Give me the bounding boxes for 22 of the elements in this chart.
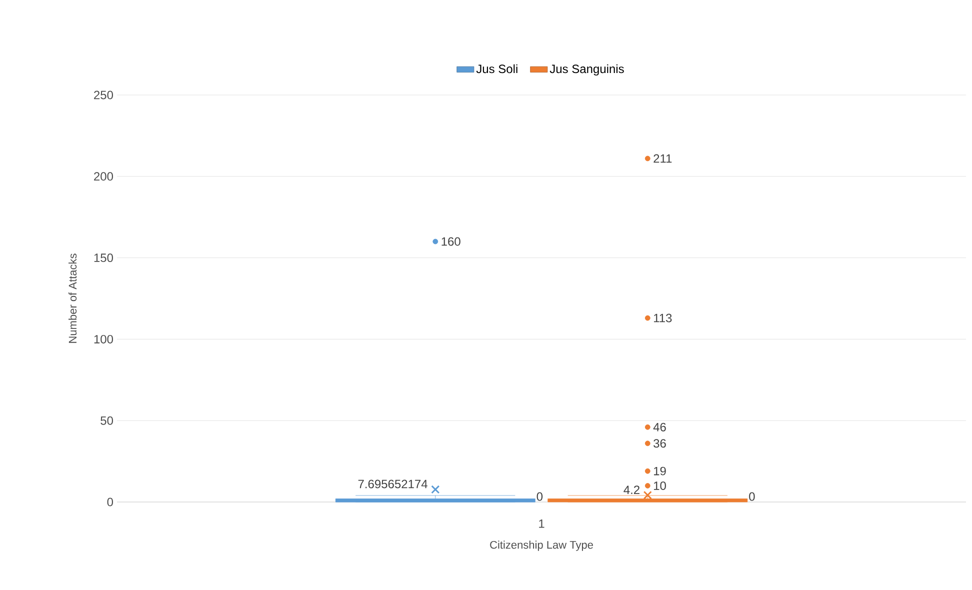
x-axis-title: Citizenship Law Type bbox=[490, 540, 593, 551]
annotation: 10 bbox=[654, 481, 666, 490]
y-tick-label: 150 bbox=[94, 254, 114, 262]
y-tick-label: 0 bbox=[107, 498, 114, 506]
x-tick-label: 1 bbox=[539, 520, 544, 528]
y-axis-title: Number of Attacks bbox=[68, 254, 77, 343]
legend-label: Jus Sanguinis bbox=[550, 64, 624, 76]
annotation: 36 bbox=[654, 439, 666, 448]
legend-label: Jus Soli bbox=[476, 64, 518, 74]
y-tick-label: 200 bbox=[94, 172, 114, 181]
y-tick-label: 50 bbox=[100, 416, 114, 425]
annotation: 0 bbox=[536, 492, 543, 501]
annotation: 160 bbox=[442, 237, 460, 246]
annotation: 211 bbox=[654, 154, 672, 163]
annotation: 7.695652174 bbox=[358, 480, 428, 488]
annotation: 113 bbox=[654, 314, 672, 322]
annotation: 19 bbox=[654, 466, 666, 476]
y-tick-label: 250 bbox=[94, 90, 114, 100]
annotation: 4.2 bbox=[624, 486, 640, 494]
annotation: 0 bbox=[749, 492, 755, 501]
annotation: 46 bbox=[653, 422, 666, 432]
y-tick-label: 100 bbox=[94, 334, 114, 344]
